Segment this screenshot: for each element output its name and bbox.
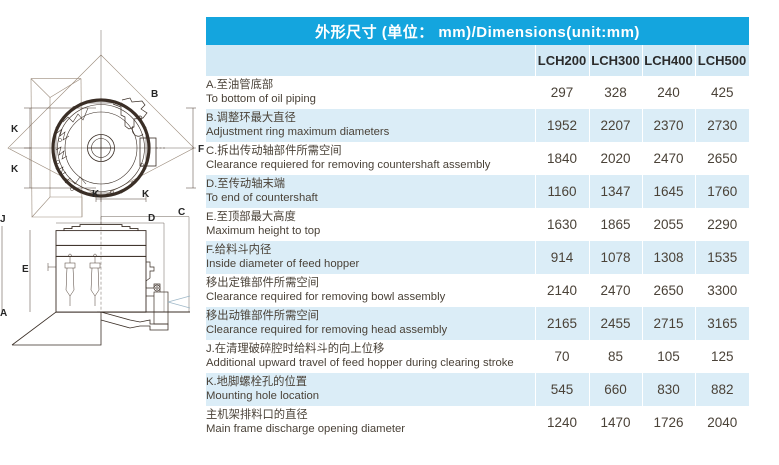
svg-text:E: E xyxy=(22,264,29,275)
svg-text:A: A xyxy=(0,308,7,319)
svg-text:K: K xyxy=(11,124,19,135)
svg-text:D: D xyxy=(148,213,155,224)
svg-text:F: F xyxy=(198,144,204,155)
svg-text:J: J xyxy=(0,214,6,225)
svg-text:K: K xyxy=(142,189,150,200)
svg-text:K: K xyxy=(92,189,100,200)
svg-text:K: K xyxy=(11,164,19,175)
svg-text:B: B xyxy=(151,89,158,100)
svg-text:C: C xyxy=(178,207,185,218)
